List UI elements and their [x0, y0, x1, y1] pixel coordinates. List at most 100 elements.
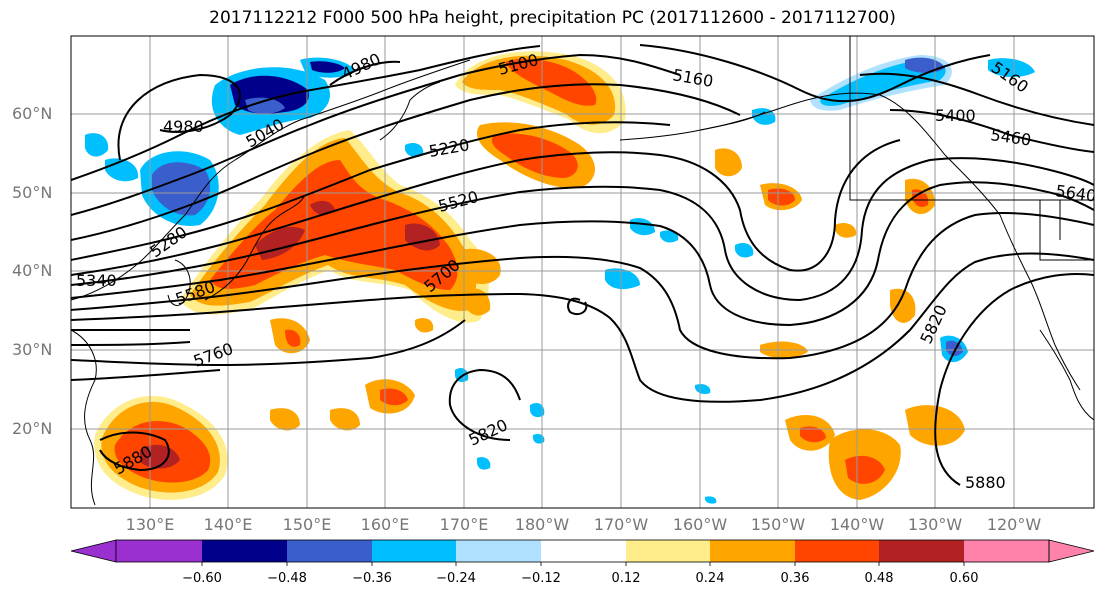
- colorbar-segment: [202, 540, 287, 562]
- neg-gulf-1: [988, 58, 1035, 78]
- colorbar-tick-label: −0.60: [182, 571, 222, 586]
- height-contours: [71, 44, 1094, 486]
- map-area: 4980 4980 5040 5100 5160 5220 5280 5340 …: [71, 36, 1094, 508]
- lon-label: 150°E: [282, 515, 332, 534]
- lat-label: 50°N: [12, 183, 53, 202]
- colorbar-tick-label: −0.36: [352, 571, 392, 586]
- contour-5760: [71, 369, 221, 381]
- coast-states: [1039, 200, 1094, 261]
- colorbar-segment: [541, 540, 626, 562]
- lon-label: 140°W: [829, 515, 885, 534]
- contour-5220: [71, 121, 671, 261]
- pos-north-red: [505, 58, 597, 106]
- neg-pac-11: [705, 496, 717, 504]
- neg-pac-1: [605, 268, 640, 290]
- coast-baja: [1039, 329, 1094, 421]
- coast-asia: [71, 59, 471, 301]
- pos-patch-2-red: [380, 388, 408, 406]
- pos-east-9: [835, 223, 857, 238]
- contour-5040: [71, 45, 541, 181]
- coast-japan: [204, 194, 306, 301]
- lon-label: 160°E: [360, 515, 410, 534]
- contour-label: 5340: [76, 271, 117, 290]
- contour-5880-left: [99, 431, 170, 472]
- colorbar-segment: [626, 540, 710, 562]
- lat-label: 40°N: [12, 261, 53, 280]
- colorbar-segment: [879, 540, 964, 562]
- contour-5280: [71, 139, 901, 276]
- lon-label: 130°W: [907, 515, 963, 534]
- colorbar-segment: [372, 540, 456, 562]
- coast-na-west: [999, 214, 1081, 391]
- colorbar-tick-label: 0.60: [949, 571, 979, 586]
- colorbar-segment: [795, 540, 879, 562]
- contour-5820-left: [448, 368, 521, 441]
- neg-pac-4: [735, 243, 754, 258]
- pos-east-7: [890, 288, 916, 323]
- pos-patch-3: [270, 408, 300, 431]
- lon-label: 130°E: [125, 515, 175, 534]
- colorbar-segment: [287, 540, 372, 562]
- contour-outer-north-3: [889, 109, 1094, 153]
- neg-west: [85, 133, 109, 157]
- coast-china: [71, 329, 97, 506]
- colorbar-tick-label: 0.24: [695, 571, 725, 586]
- colorbar-tick-label: −0.48: [267, 571, 307, 586]
- coast-aleutians: [619, 111, 766, 141]
- contour-5880-bottom: [934, 389, 961, 486]
- lon-label: 140°E: [203, 515, 253, 534]
- neg-north-blue: [245, 97, 285, 114]
- pos-east-red: [845, 455, 885, 484]
- lat-label: 20°N: [12, 419, 53, 438]
- lon-label: 180°W: [514, 515, 570, 534]
- contour-5520: [71, 252, 1094, 403]
- pos-patch-4: [330, 408, 360, 431]
- lat-label: 30°N: [12, 340, 53, 359]
- pos-central-red: [491, 133, 578, 178]
- contour-5460: [71, 212, 1094, 360]
- colorbar-segment: [456, 540, 541, 562]
- neg-pac-3: [660, 230, 679, 243]
- lon-label: 120°W: [986, 515, 1042, 534]
- coast-kamchatka: [379, 81, 441, 141]
- neg-pac-9: [405, 143, 424, 158]
- pos-patch-7: [415, 318, 434, 333]
- contour-5100: [71, 53, 681, 216]
- pos-band-darkred-3: [310, 200, 335, 215]
- coast-canada-border: [849, 36, 1094, 201]
- contour-5640: [71, 341, 191, 346]
- neg-gulf-2: [752, 108, 776, 125]
- pos-east-6-red: [912, 189, 929, 207]
- colorbar: [70, 539, 1095, 566]
- neg-pac-10: [695, 384, 711, 395]
- contour-5400: [71, 181, 1094, 327]
- contour-5880-right: [939, 272, 1094, 391]
- colorbar-high-extend: [1048, 539, 1095, 563]
- contour-5700: [71, 319, 466, 367]
- contour-5340: [71, 157, 1094, 302]
- map-frame: [70, 35, 1095, 509]
- colorbar-segment: [964, 540, 1049, 562]
- colorbar-segment: [116, 540, 202, 562]
- colorbar-tick-label: 0.12: [611, 571, 641, 586]
- contour-label: 4980: [163, 117, 204, 136]
- pos-east-5: [715, 148, 742, 177]
- neg-pac-8: [477, 457, 491, 470]
- contour-outer-north-1: [639, 44, 991, 103]
- coast-alaska: [699, 92, 1001, 216]
- contour-outer-north-2: [859, 72, 1094, 126]
- colorbar-segment: [710, 540, 795, 562]
- contour-5820-right: [567, 297, 588, 316]
- map-title: 2017112212 F000 500 hPa height, precipit…: [209, 8, 896, 28]
- neg-pac-6: [530, 403, 545, 418]
- contour-label: 5880: [965, 473, 1006, 492]
- lon-label: 160°W: [672, 515, 728, 534]
- contour-4980-left: [117, 73, 241, 161]
- colorbar-tick-label: −0.12: [521, 571, 561, 586]
- neg-northeast-navy: [310, 61, 345, 73]
- colorbar-tick-label: 0.48: [864, 571, 894, 586]
- lon-label: 170°E: [439, 515, 489, 534]
- pos-east-2-red: [800, 426, 826, 443]
- pos-patch-1-red: [285, 329, 301, 347]
